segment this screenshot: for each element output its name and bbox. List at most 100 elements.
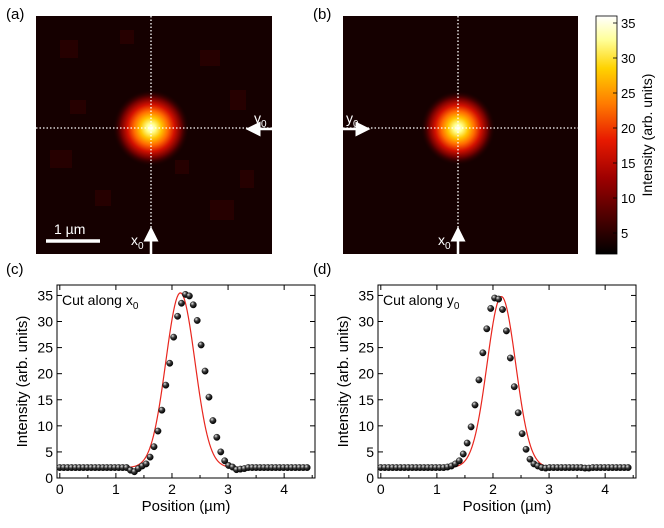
data-point <box>193 317 201 324</box>
plot-frame <box>377 284 637 479</box>
x-tick-label: 2 <box>168 481 176 497</box>
data-point <box>162 381 170 389</box>
data-point <box>142 460 150 468</box>
colorbar-tick-label: 15 <box>621 156 635 171</box>
panel-a: (a) y0 x0 1 µm <box>6 6 272 254</box>
data-point <box>174 312 181 320</box>
panel-d-label: (d) <box>313 261 331 278</box>
y-tick-label: 5 <box>366 444 374 460</box>
cut-annotation: Cut along x0 <box>62 292 139 312</box>
data-point <box>487 305 495 312</box>
x-tick-label: 3 <box>545 481 553 497</box>
data-point <box>221 457 229 465</box>
y-axis-label: Intensity (arb. units) <box>14 316 31 448</box>
data-point <box>514 409 522 417</box>
cut-annotation: Cut along y0 <box>383 292 460 312</box>
x-axis-label: Position (µm) <box>463 498 552 515</box>
x-tick-label: 3 <box>224 481 232 497</box>
colorbar-tick-label: 5 <box>621 226 628 241</box>
colorbar-tick-label: 10 <box>621 191 635 206</box>
panel-a-y0-label: y0 <box>254 110 267 130</box>
data-point <box>475 376 483 384</box>
panel-b-y0-label: y0 <box>346 110 359 130</box>
data-point <box>463 439 471 447</box>
plot-frame <box>56 284 316 479</box>
data-point <box>518 430 526 438</box>
data-point <box>189 301 197 309</box>
x-tick-label: 1 <box>112 481 120 497</box>
scale-bar-label: 1 µm <box>54 221 85 237</box>
data-point <box>303 464 311 471</box>
y-tick-label: 20 <box>358 366 374 382</box>
colorbar: Intensity (arb. units) 35 30 25 20 15 10 5 <box>595 15 655 255</box>
data-point <box>150 443 158 451</box>
data-point <box>201 367 209 375</box>
data-point <box>624 464 632 471</box>
x-tick-label: 4 <box>601 481 609 497</box>
y-tick-label: 0 <box>45 470 53 486</box>
x-axis-label: Position (µm) <box>142 498 231 515</box>
panel-a-x0-label: x0 <box>131 232 144 252</box>
y-tick-label: 25 <box>37 340 53 356</box>
data-point <box>154 427 162 435</box>
data-point <box>197 341 205 349</box>
data-point <box>455 457 463 465</box>
data-point <box>526 455 534 463</box>
colorbar-tick-label: 30 <box>621 51 635 66</box>
x-tick-label: 2 <box>489 481 497 497</box>
x-tick-label: 0 <box>377 481 385 497</box>
data-point <box>205 393 213 401</box>
y-tick-label: 30 <box>37 314 53 330</box>
data-point <box>479 349 487 357</box>
y-tick-label: 35 <box>358 287 374 303</box>
fit-line <box>380 295 631 469</box>
data-point <box>522 445 530 453</box>
data-point <box>185 292 193 300</box>
y-tick-label: 35 <box>37 287 53 303</box>
x-tick-label: 1 <box>433 481 441 497</box>
data-point <box>459 450 467 458</box>
data-point <box>503 327 510 335</box>
y-axis-label: Intensity (arb. units) <box>335 316 352 448</box>
x-tick-label: 4 <box>280 481 288 497</box>
y-tick-label: 30 <box>358 314 374 330</box>
panel-c-label: (c) <box>6 261 24 278</box>
data-point <box>495 295 502 303</box>
data-point <box>467 423 475 431</box>
y-tick-label: 15 <box>358 392 374 408</box>
x-tick-label: 0 <box>56 481 64 497</box>
panel-b: (b) y0 x0 <box>313 6 578 254</box>
panel-b-label: (b) <box>313 6 331 23</box>
y-tick-label: 10 <box>37 418 53 434</box>
panel-a-noise <box>50 30 254 220</box>
data-point <box>217 448 225 456</box>
colorbar-tick-label: 25 <box>621 86 635 101</box>
data-point <box>510 383 518 391</box>
data-point <box>170 333 178 341</box>
panel-a-label: (a) <box>6 6 24 23</box>
colorbar-tick-label: 35 <box>621 16 635 31</box>
data-point <box>483 325 491 333</box>
y-tick-label: 15 <box>37 392 53 408</box>
chart-panel-d: 0 1 2 3 4 0 5 10 15 20 25 30 35 Position (µm) Intensit… <box>335 284 637 515</box>
data-point <box>471 401 479 409</box>
data-point <box>213 433 221 441</box>
data-point <box>158 406 166 414</box>
data-point <box>166 359 174 367</box>
data-point <box>209 417 217 425</box>
y-tick-label: 25 <box>358 340 374 356</box>
colorbar-tick-label: 20 <box>621 121 635 136</box>
colorbar-gradient <box>595 15 618 255</box>
y-tick-label: 5 <box>45 444 53 460</box>
data-point <box>146 453 154 461</box>
data-point <box>499 306 506 313</box>
chart-panel-c: 0 1 2 3 4 0 5 10 15 20 25 30 35 Position (µm) Intensit… <box>14 284 316 515</box>
data-point <box>178 299 185 307</box>
colorbar-label: Intensity (arb. units) <box>639 74 655 197</box>
panel-b-x0-label: x0 <box>438 232 451 252</box>
y-tick-label: 20 <box>37 366 53 382</box>
y-tick-label: 10 <box>358 418 374 434</box>
y-tick-label: 0 <box>366 470 374 486</box>
fit-line <box>59 292 310 469</box>
